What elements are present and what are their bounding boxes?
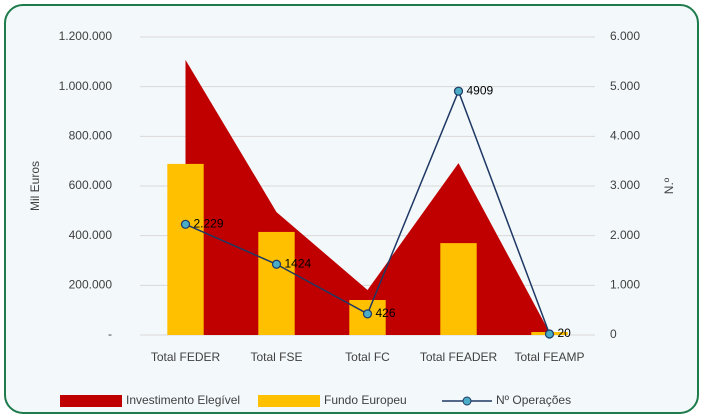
y-tick-label: 1.200.000	[59, 29, 113, 43]
legend-label: Fundo Europeu	[324, 393, 407, 407]
y2-axis-title: N.º	[662, 177, 676, 194]
y2-tick-label: 5.000	[610, 79, 640, 93]
y2-tick-label: 6.000	[610, 29, 640, 43]
bar	[258, 231, 295, 335]
data-label: 20	[558, 326, 572, 340]
x-tick-label: Total FEADER	[420, 350, 498, 364]
x-tick-label: Total FEDER	[151, 350, 221, 364]
data-label: 2.229	[194, 216, 224, 230]
y-tick-label: 600.000	[69, 178, 113, 192]
x-tick-label: Total FC	[345, 350, 390, 364]
y-tick-label: 1.000.000	[59, 79, 113, 93]
bar	[440, 243, 477, 335]
line-marker	[362, 309, 373, 319]
y2-tick-label: 3.000	[610, 178, 640, 192]
legend-marker	[462, 396, 472, 406]
line-marker	[271, 259, 282, 269]
y-tick-label: 400.000	[69, 228, 113, 242]
line-marker	[453, 86, 464, 96]
x-tick-label: Total FEAMP	[514, 350, 584, 364]
y2-tick-label: 4.000	[610, 129, 640, 143]
line-marker	[544, 329, 555, 339]
y-axis-title: Mil Euros	[28, 161, 42, 211]
legend-swatch	[258, 395, 320, 407]
y2-tick-label: 0	[610, 327, 617, 341]
y-tick-label: -	[108, 327, 112, 341]
y2-tick-label: 1.000	[610, 278, 640, 292]
y-tick-label: 800.000	[69, 129, 113, 143]
data-label: 426	[376, 306, 396, 320]
legend-label: Investimento Elegível	[126, 393, 240, 407]
x-tick-label: Total FSE	[250, 350, 302, 364]
data-label: 4909	[467, 83, 494, 97]
line-marker	[180, 219, 191, 229]
y-tick-label: 200.000	[69, 278, 113, 292]
bar	[167, 163, 204, 335]
data-label: 1424	[285, 256, 312, 270]
legend-label: Nº Operações	[496, 393, 571, 407]
legend-swatch	[60, 395, 122, 407]
y2-tick-label: 2.000	[610, 228, 640, 242]
